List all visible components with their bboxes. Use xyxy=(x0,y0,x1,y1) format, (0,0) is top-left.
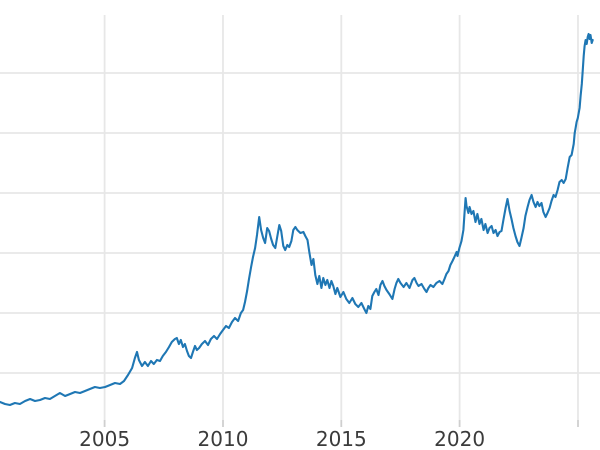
x-axis-label: 2010 xyxy=(198,427,249,450)
x-axis-label: 2015 xyxy=(316,427,367,450)
x-axis-label: 2005 xyxy=(79,427,130,450)
price-line xyxy=(0,32,594,407)
x-axis-label: 2020 xyxy=(434,427,485,450)
